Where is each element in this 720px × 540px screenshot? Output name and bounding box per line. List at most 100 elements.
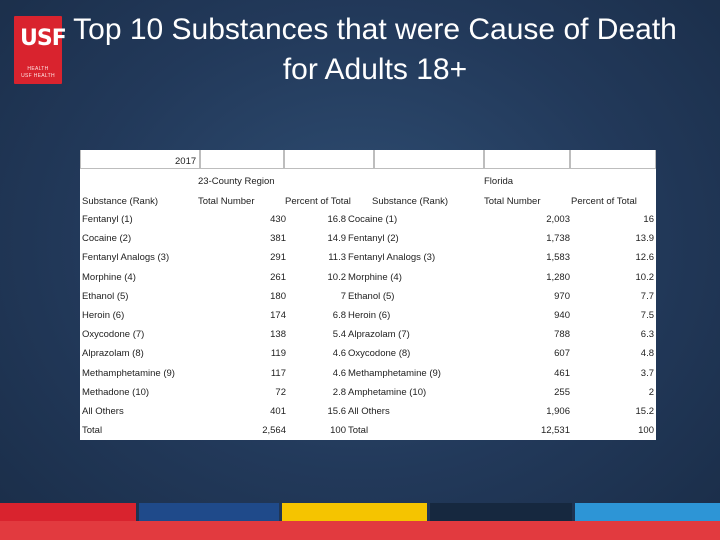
cell-right-percent: 3.7 <box>640 367 654 379</box>
cell-right-percent: 2 <box>648 386 654 398</box>
cell-right-substance: Cocaine (1) <box>348 214 398 225</box>
cell-left-substance: Ethanol (5) <box>82 290 129 302</box>
header-box <box>570 150 656 169</box>
footer-segment-yellow <box>281 503 428 521</box>
cell-right-total: 255 <box>554 386 570 398</box>
cell-right-substance: Alprazolam (7) <box>348 329 410 341</box>
footer-red-band <box>0 521 720 540</box>
cell-left-total: 72 <box>275 386 286 398</box>
cell-left-total: 174 <box>270 310 286 321</box>
header-box <box>484 150 570 169</box>
cell-left-percent: 4.6 <box>332 367 346 379</box>
cell-right-total: 1,280 <box>546 271 570 283</box>
cell-left-percent: 2.8 <box>332 386 346 398</box>
cell-left-substance: Fentanyl Analogs (3) <box>82 252 170 264</box>
cell-right-percent: 12.6 <box>635 252 655 264</box>
cell-left-total: 401 <box>270 406 286 417</box>
header-box <box>284 150 374 169</box>
col-header-total-right: Total Number <box>484 196 541 207</box>
footer-segment-sky <box>574 503 720 521</box>
cell-left-total: 261 <box>270 271 286 283</box>
cell-left-substance: Oxycodone (7) <box>82 329 145 341</box>
data-table: 2017 23-County Region Florida Substance … <box>80 150 656 440</box>
cell-left-substance: Fentanyl (1) <box>82 214 133 225</box>
cell-right-substance: Heroin (6) <box>348 310 391 321</box>
cell-right-percent: 15.2 <box>635 406 655 417</box>
cell-left-substance: Morphine (4) <box>82 271 136 283</box>
cell-left-total: 2,564 <box>262 425 286 437</box>
cell-left-percent: 15.6 <box>327 406 347 417</box>
cell-right-total: 2,003 <box>546 214 570 225</box>
cell-left-substance: All Others <box>82 406 124 417</box>
cell-left-percent: 6.8 <box>332 310 346 321</box>
logo-mark: USF <box>20 26 67 51</box>
cell-left-percent: 16.8 <box>327 214 347 225</box>
table-year: 2017 <box>175 156 197 167</box>
header-box <box>200 150 284 169</box>
cell-right-total: 461 <box>554 367 570 379</box>
cell-left-percent: 14.9 <box>327 233 347 245</box>
cell-right-percent: 100 <box>638 425 654 437</box>
cell-left-percent: 11.3 <box>328 252 346 264</box>
cell-right-total: 1,738 <box>546 233 570 245</box>
slide-title: Top 10 Substances that were Cause of Dea… <box>70 10 680 90</box>
cell-left-total: 291 <box>270 252 286 264</box>
col-header-substance-left: Substance (Rank) <box>82 196 159 207</box>
logo-line1: HEALTH <box>27 66 49 72</box>
header-box <box>80 150 200 169</box>
cell-right-percent: 13.9 <box>635 233 655 245</box>
usf-health-logo: USF HEALTH USF HEALTH <box>14 16 67 84</box>
cell-left-total: 119 <box>270 348 286 360</box>
cell-left-total: 138 <box>270 329 286 341</box>
cell-left-percent: 10.2 <box>327 271 347 283</box>
cell-left-total: 180 <box>270 290 286 302</box>
title-line-1: Top 10 Substances that were Cause of Dea… <box>73 13 677 46</box>
cell-right-substance: Ethanol (5) <box>348 290 395 302</box>
cell-left-substance: Cocaine (2) <box>82 233 132 245</box>
cell-right-percent: 6.3 <box>640 329 654 341</box>
col-header-total-left: Total Number <box>198 196 255 207</box>
cell-right-percent: 16 <box>643 214 654 225</box>
cell-left-total: 381 <box>270 233 286 245</box>
region-left-label: 23-County Region <box>198 176 275 187</box>
cell-left-substance: Heroin (6) <box>82 310 125 321</box>
cell-right-total: 788 <box>554 329 570 341</box>
cell-right-substance: Morphine (4) <box>348 271 402 283</box>
cell-right-percent: 10.2 <box>635 271 655 283</box>
cell-left-percent: 100 <box>330 425 346 437</box>
cell-right-percent: 7.5 <box>640 310 654 321</box>
cell-left-substance: Methamphetamine (9) <box>82 367 175 379</box>
cell-left-substance: Total <box>82 425 103 437</box>
cell-right-percent: 4.8 <box>640 348 654 360</box>
logo-line2: USF HEALTH <box>21 73 55 79</box>
cell-right-total: 12,531 <box>540 425 570 437</box>
cell-right-substance: Amphetamine (10) <box>348 386 427 398</box>
cell-left-substance: Methadone (10) <box>82 386 150 398</box>
cell-right-substance: Total <box>348 425 369 437</box>
footer-segment-blue <box>139 503 279 521</box>
cell-right-total: 607 <box>554 348 570 360</box>
col-header-substance-right: Substance (Rank) <box>372 196 449 207</box>
cell-left-total: 430 <box>270 214 286 225</box>
footer-segment-dark <box>430 503 572 521</box>
title-line-2: for Adults 18+ <box>282 53 468 86</box>
header-box <box>374 150 484 169</box>
cell-right-substance: Fentanyl Analogs (3) <box>348 252 436 264</box>
cell-right-substance: Fentanyl (2) <box>348 233 399 245</box>
col-header-percent-left: Percent of Total <box>285 196 351 207</box>
region-right-label: Florida <box>484 176 514 187</box>
cell-left-percent: 7 <box>340 290 346 302</box>
footer-segment-red <box>0 503 137 521</box>
cell-left-total: 117 <box>270 367 286 379</box>
cell-right-total: 1,906 <box>546 406 570 417</box>
col-header-percent-right: Percent of Total <box>571 196 637 207</box>
cell-right-percent: 7.7 <box>640 290 654 302</box>
cell-right-total: 970 <box>554 290 570 302</box>
footer-color-bar <box>0 503 720 521</box>
cell-left-percent: 5.4 <box>332 329 346 341</box>
cell-left-substance: Alprazolam (8) <box>82 348 144 360</box>
cell-right-substance: All Others <box>348 406 390 417</box>
cell-right-substance: Oxycodone (8) <box>348 348 411 360</box>
cell-right-total: 1,583 <box>546 252 570 264</box>
cell-left-percent: 4.6 <box>332 348 346 360</box>
